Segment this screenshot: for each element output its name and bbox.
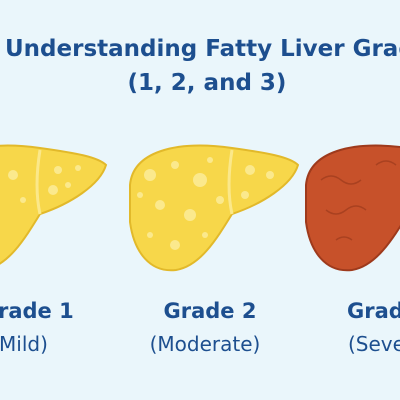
grade-3-label: Grad — [347, 299, 400, 323]
grade-1-severity: Mild) — [0, 332, 48, 356]
liver-grade-2 — [129, 144, 299, 272]
grade-2-label: Grade 2 — [164, 299, 257, 323]
title-line-1: Understanding Fatty Liver Grade — [5, 36, 400, 62]
grade-3-severity: (Seve — [348, 332, 400, 356]
title-line-2: (1, 2, and 3) — [128, 70, 287, 96]
liver-grade-1 — [0, 144, 107, 272]
grade-1-label: rade 1 — [0, 299, 74, 323]
liver-grade-3 — [305, 144, 400, 272]
grade-2-severity: (Moderate) — [150, 332, 261, 356]
